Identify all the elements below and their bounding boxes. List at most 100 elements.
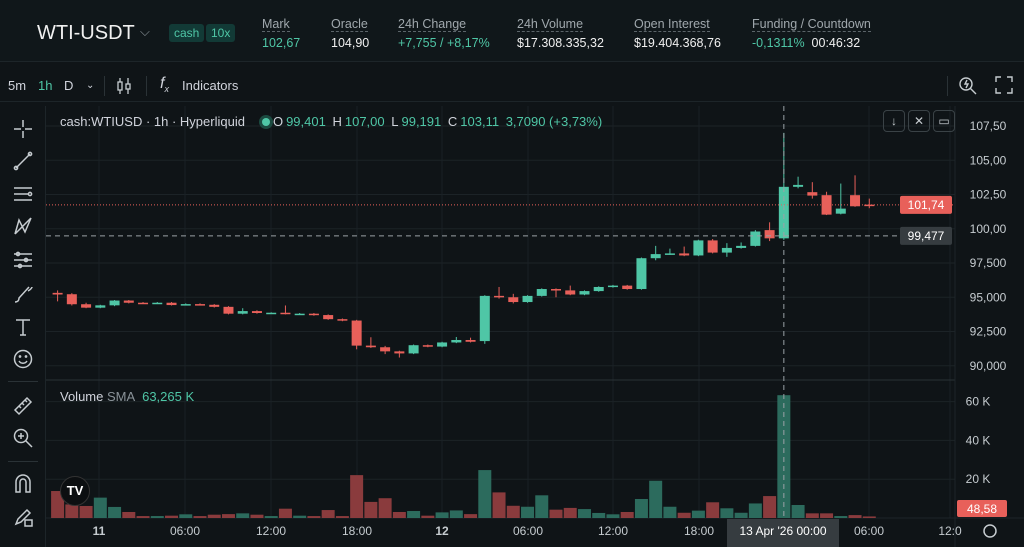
volume-bar <box>378 498 392 518</box>
text-icon[interactable] <box>12 316 34 338</box>
time-tick-label: 12 <box>435 524 449 538</box>
crosshair-price-label: 99,477 <box>908 229 945 243</box>
magnet-icon[interactable] <box>12 473 34 495</box>
zoom-in-icon[interactable] <box>12 427 34 449</box>
interval-d[interactable]: D <box>64 78 74 93</box>
stat-label: Open Interest <box>634 17 710 32</box>
last-price-label: 101,74 <box>908 198 945 212</box>
stat-24h-change: 24h Change +7,755 / +8,17% <box>398 17 490 50</box>
leverage-badge[interactable]: 10x <box>206 24 236 42</box>
price-tick-label: 95,000 <box>970 290 1007 304</box>
candle-body <box>266 312 277 315</box>
tradingview-logo[interactable]: TV <box>60 476 90 506</box>
stat-funding: Funding / Countdown -0,1311% 00:46:32 <box>752 17 871 50</box>
candle-body <box>351 320 362 346</box>
fullscreen-icon[interactable] <box>995 76 1013 97</box>
volume-label[interactable]: Volume <box>60 389 104 404</box>
price-tick-label: 102,50 <box>970 188 1007 202</box>
volume-bar <box>677 512 691 518</box>
candle-body <box>109 300 120 306</box>
stat-label: 24h Volume <box>517 17 584 32</box>
divider <box>8 381 38 382</box>
volume-bar <box>706 502 720 518</box>
divider <box>104 76 105 96</box>
candle-body <box>479 295 490 342</box>
volume-bar <box>79 505 93 518</box>
candle-body <box>152 302 163 305</box>
candle-body <box>138 302 149 305</box>
volume-bar <box>136 516 150 518</box>
volume-bar <box>179 514 193 518</box>
candle-body <box>451 339 462 343</box>
collapse-icon[interactable]: ✕ <box>908 110 930 132</box>
candle-body <box>394 351 405 354</box>
candle-body <box>707 240 718 253</box>
time-tick-label: 18:00 <box>342 524 372 538</box>
volume-bar <box>834 516 848 518</box>
projection-icon[interactable] <box>12 249 34 271</box>
candle-body <box>778 186 789 239</box>
candle-body <box>166 302 177 306</box>
volume-bar <box>392 511 406 518</box>
stat-value: $17.308.335,32 <box>517 36 604 50</box>
symbol-title[interactable]: WTI-USDT <box>37 22 135 44</box>
candlestick-type-icon[interactable] <box>116 76 132 99</box>
volume-bar <box>734 512 748 518</box>
price-tick-label: 100,00 <box>970 222 1007 236</box>
volume-bar <box>278 508 292 518</box>
lock-drawings-icon[interactable] <box>12 506 34 528</box>
volume-bar <box>848 515 862 518</box>
volume-bar <box>364 501 378 518</box>
quick-search-icon[interactable] <box>958 75 978 98</box>
volume-bar <box>691 510 705 518</box>
pattern-icon[interactable] <box>12 216 34 238</box>
last-price-label-bg <box>900 195 952 214</box>
volume-bar <box>720 508 734 518</box>
fib-retracement-icon[interactable] <box>12 183 34 205</box>
volume-bar <box>321 510 335 518</box>
brush-icon[interactable] <box>12 283 34 305</box>
candle-body <box>522 295 533 303</box>
maximize-pane-icon[interactable]: ▭ <box>933 110 955 132</box>
time-tick-label: 06:00 <box>170 524 200 538</box>
candle-body <box>750 231 761 246</box>
trend-line-icon[interactable] <box>12 150 34 172</box>
ruler-icon[interactable] <box>12 395 34 417</box>
candle-body <box>664 253 675 255</box>
volume-tick-label: 40 K <box>966 433 991 447</box>
volume-bar <box>805 513 819 518</box>
crosshair-price-bg <box>900 226 952 245</box>
volume-bar <box>350 475 364 518</box>
crosshair-time-label: 13 Apr '26 00:00 <box>739 524 826 538</box>
volume-bar <box>335 516 349 518</box>
volume-sma-label: SMA <box>107 389 135 404</box>
candle-body <box>693 240 704 256</box>
candle-body <box>736 245 747 248</box>
candle-body <box>323 315 334 320</box>
candle-body <box>864 204 875 207</box>
candle-body <box>95 305 106 308</box>
legend-symbol[interactable]: cash:WTIUSD · 1h · Hyperliquid <box>60 114 245 129</box>
volume-bar <box>763 496 777 518</box>
settings-gear-icon[interactable] <box>983 524 997 538</box>
time-tick-label: 11 <box>93 524 106 538</box>
candle-body <box>195 304 205 306</box>
chevron-down-icon[interactable]: ⌄ <box>86 80 95 91</box>
candle-body <box>408 345 419 354</box>
volume-bar <box>606 514 620 518</box>
emoji-icon[interactable] <box>12 348 34 370</box>
candle-body <box>308 313 319 316</box>
interval-1h[interactable]: 1h <box>38 78 53 93</box>
price-tick-label: 92,500 <box>970 325 1007 339</box>
crosshair-icon[interactable] <box>12 118 34 140</box>
indicators-button[interactable]: Indicators <box>182 78 239 93</box>
interval-5m[interactable]: 5m <box>8 78 27 93</box>
function-icon[interactable]: fx <box>160 75 169 95</box>
chevron-down-icon[interactable]: ⌵ <box>140 24 150 39</box>
drawing-toolbar <box>0 106 46 547</box>
volume-bar <box>820 513 834 518</box>
volume-bar <box>592 512 606 518</box>
candle-body <box>793 184 804 187</box>
arrow-down-icon[interactable]: ↓ <box>883 110 905 132</box>
